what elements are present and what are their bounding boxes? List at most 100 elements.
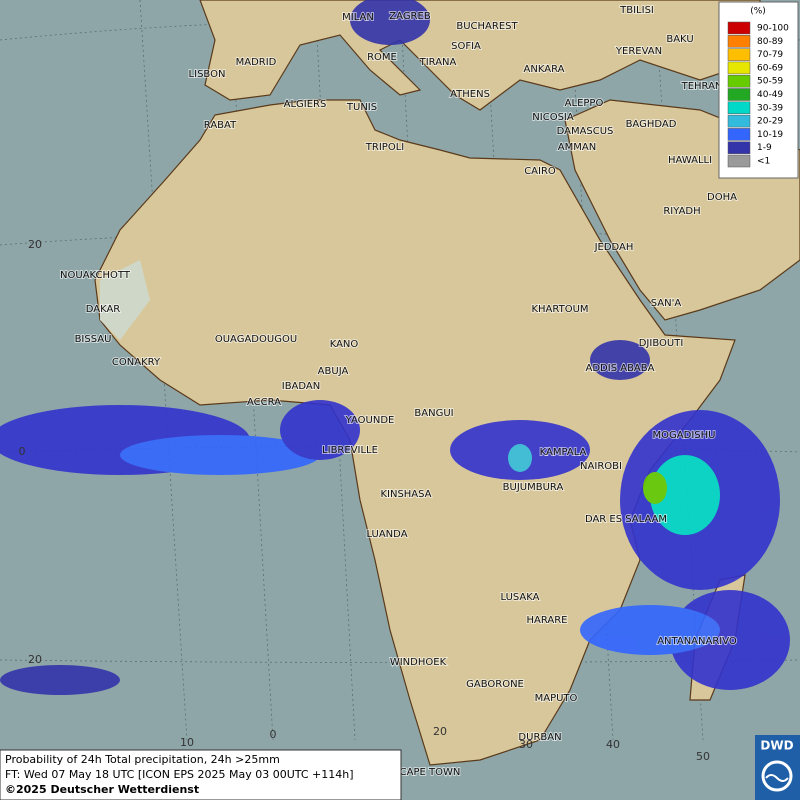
city-labels: MILAN ZAGREB BUCHAREST SOFIA ROME TIRANA ANKAR… bbox=[59, 4, 738, 779]
city-label: ACCRA bbox=[247, 397, 281, 408]
lon-label: 10 bbox=[180, 736, 194, 749]
city-label: HARARE bbox=[526, 615, 567, 626]
legend-label: 50-59 bbox=[757, 77, 783, 87]
city-label: ANKARA bbox=[524, 64, 565, 75]
lat-label: 0 bbox=[19, 445, 26, 458]
city-label: BAKU bbox=[666, 34, 693, 45]
city-label: ANTANANARIVO bbox=[657, 636, 737, 647]
legend-label: 60-69 bbox=[757, 63, 783, 73]
city-label: CAPE TOWN bbox=[400, 767, 461, 778]
legend-label: 80-89 bbox=[757, 37, 783, 47]
city-label: ROME bbox=[367, 52, 397, 63]
city-label: RIYADH bbox=[663, 206, 700, 217]
city-label: SOFIA bbox=[451, 41, 481, 52]
city-label: ALEPPO bbox=[565, 98, 604, 109]
city-label: MAPUTO bbox=[535, 693, 578, 704]
city-label: ALGIERS bbox=[284, 99, 327, 110]
legend-label: 30-39 bbox=[757, 103, 783, 113]
footer-line: ©2025 Deutscher Wetterdienst bbox=[5, 783, 199, 796]
legend-swatch bbox=[727, 101, 751, 115]
city-label: NOUAKCHOTT bbox=[60, 270, 131, 281]
lat-label: 20 bbox=[28, 653, 42, 666]
legend-swatch bbox=[727, 114, 751, 128]
legend-label: 90-100 bbox=[757, 24, 789, 34]
city-label: WINDHOEK bbox=[390, 657, 447, 668]
city-label: YAOUNDE bbox=[345, 415, 395, 426]
lon-label: 40 bbox=[606, 738, 620, 751]
city-label: BANGUI bbox=[414, 408, 453, 419]
city-label: LIBREVILLE bbox=[322, 445, 378, 456]
legend-swatch bbox=[727, 61, 751, 75]
city-label: KHARTOUM bbox=[531, 304, 588, 315]
city-label: DAMASCUS bbox=[557, 126, 614, 137]
logo-text: DWD bbox=[760, 739, 793, 753]
city-label: DJIBOUTI bbox=[639, 338, 684, 349]
city-label: LISBON bbox=[189, 69, 226, 80]
city-label: MADRID bbox=[236, 57, 277, 68]
city-label: DURBAN bbox=[518, 732, 561, 743]
city-label: JEDDAH bbox=[594, 242, 634, 253]
city-label: LUSAKA bbox=[501, 592, 540, 603]
city-label: AMMAN bbox=[558, 142, 596, 153]
city-label: SAN'A bbox=[651, 298, 682, 309]
legend-swatch bbox=[727, 21, 751, 35]
city-label: DAKAR bbox=[86, 304, 121, 315]
graticule-labels: 20 0 20 10 0 20 30 40 50 bbox=[19, 238, 711, 763]
city-label: TEHRAN bbox=[681, 81, 723, 92]
city-label: MOGADISHU bbox=[653, 430, 716, 441]
legend-swatch bbox=[727, 88, 751, 101]
legend-label: <1 bbox=[757, 157, 770, 167]
city-label: KAMPALA bbox=[540, 447, 587, 458]
logo-icon bbox=[761, 760, 793, 792]
footer-line: Probability of 24h Total precipitation, … bbox=[5, 753, 280, 766]
city-label: GABORONE bbox=[466, 679, 524, 690]
lon-label: 0 bbox=[270, 728, 277, 741]
city-label: TIRANA bbox=[419, 57, 457, 68]
city-label: NAIROBI bbox=[580, 461, 622, 472]
legend-title: (%) bbox=[750, 7, 766, 17]
city-label: OUAGADOUGOU bbox=[215, 334, 297, 345]
city-label: BAGHDAD bbox=[626, 119, 677, 130]
city-label: CONAKRY bbox=[112, 357, 161, 368]
city-label: ABUJA bbox=[318, 366, 349, 377]
logo: DWD bbox=[755, 735, 800, 800]
city-label: LUANDA bbox=[366, 529, 407, 540]
footer: Probability of 24h Total precipitation, … bbox=[0, 749, 402, 800]
legend-swatch bbox=[727, 35, 751, 48]
lat-label: 20 bbox=[28, 238, 42, 251]
lon-label: 50 bbox=[696, 750, 710, 763]
city-label: RABAT bbox=[204, 120, 237, 131]
city-label: TBILISI bbox=[619, 5, 654, 16]
legend-swatch bbox=[727, 154, 751, 168]
legend: (%) 90-100 80-89 70-79 60-69 50-59 40-49 30-39… bbox=[718, 1, 799, 179]
city-label: BUJUMBURA bbox=[503, 482, 564, 493]
footer-line: FT: Wed 07 May 18 UTC [ICON EPS 2025 May… bbox=[5, 768, 354, 781]
logo-wave bbox=[765, 774, 789, 782]
city-label: CAIRO bbox=[524, 166, 556, 177]
city-label: KINSHASA bbox=[380, 489, 431, 500]
city-label: MILAN bbox=[342, 12, 374, 23]
city-label: BISSAU bbox=[75, 334, 112, 345]
city-label: TUNIS bbox=[346, 102, 377, 113]
city-label: DAR ES SALAAM bbox=[585, 514, 667, 525]
legend-swatch bbox=[727, 141, 751, 154]
legend-swatch bbox=[727, 48, 751, 61]
city-label: DOHA bbox=[707, 192, 737, 203]
legend-label: 70-79 bbox=[757, 50, 783, 60]
city-label: ATHENS bbox=[450, 89, 490, 100]
city-label: ADDIS ABABA bbox=[586, 363, 655, 374]
city-label: NICOSIA bbox=[532, 112, 574, 123]
legend-items: 90-100 80-89 70-79 60-69 50-59 40-49 30-39 20-2… bbox=[727, 21, 789, 168]
legend-label: 40-49 bbox=[757, 90, 783, 100]
legend-label: 10-19 bbox=[757, 130, 783, 140]
city-label: BUCHAREST bbox=[456, 21, 518, 32]
legend-swatch bbox=[727, 128, 751, 141]
legend-label: 20-29 bbox=[757, 117, 783, 127]
legend-swatch bbox=[727, 74, 751, 88]
city-label: IBADAN bbox=[282, 381, 321, 392]
legend-label: 1-9 bbox=[757, 143, 772, 153]
precipitation bbox=[0, 0, 790, 695]
footer-box bbox=[0, 749, 402, 800]
lon-label: 20 bbox=[433, 725, 447, 738]
